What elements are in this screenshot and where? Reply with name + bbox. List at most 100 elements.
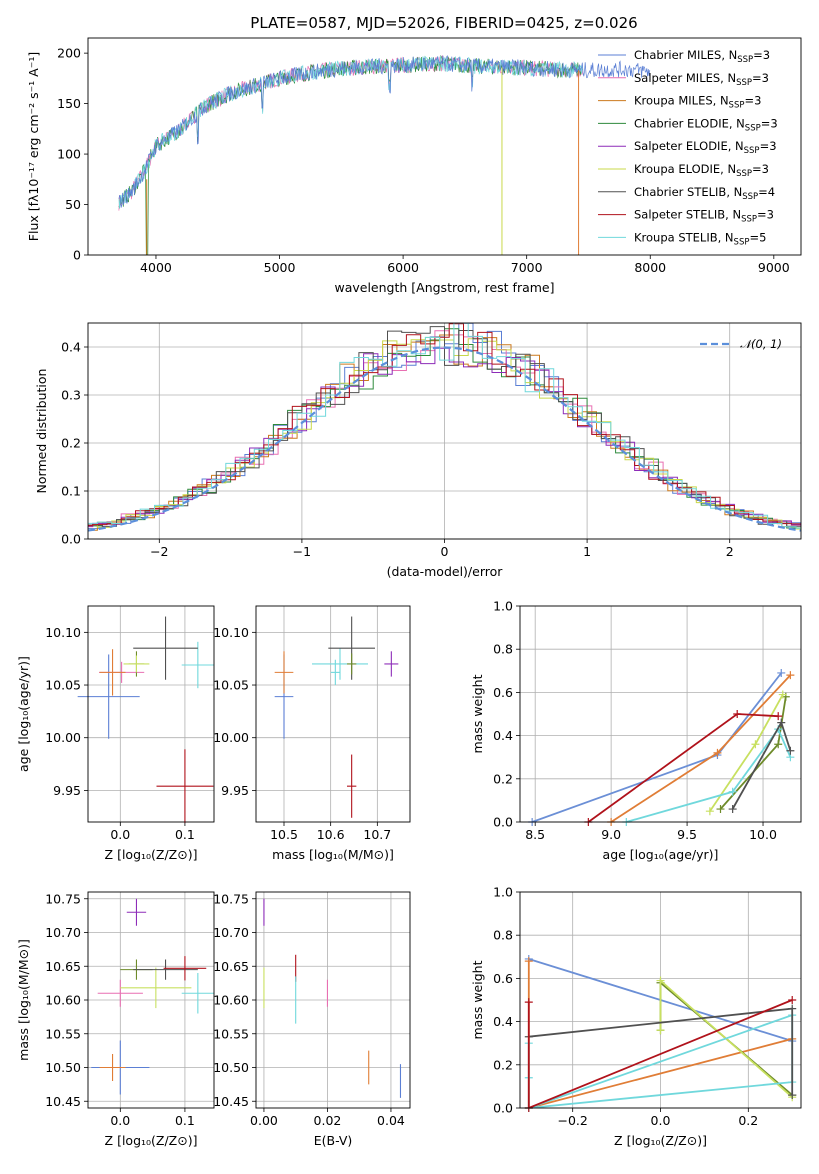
y-tick-label: 0.2 bbox=[493, 771, 513, 786]
x-axis-label: wavelength [Angstrom, rest frame] bbox=[334, 280, 554, 295]
y-tick-label: 10.10 bbox=[213, 625, 249, 640]
x-axis-label: Z [log₁₀(Z/Z⊙)] bbox=[105, 847, 198, 862]
spectrum-line-sm bbox=[118, 55, 583, 211]
y-tick-label: 10.60 bbox=[45, 993, 81, 1008]
legend-entry-normal: 𝒩(0, 1) bbox=[740, 337, 782, 351]
legend-tail: =3 bbox=[757, 208, 774, 222]
x-tick-label: 9.0 bbox=[601, 827, 621, 842]
plot-frame bbox=[87, 605, 215, 823]
legend-text: Chabrier ELODIE, N bbox=[634, 116, 745, 130]
age-vs-metallicity-panel: 0.0 0.1 9.95 10.00 10.05 10.10 Z [log₁₀(Z/Z⊙)]… bbox=[16, 605, 215, 862]
weight-marker bbox=[751, 740, 760, 749]
weight-marker bbox=[786, 671, 795, 680]
spectrum-line-ks bbox=[118, 55, 583, 209]
legend-entry: Salpeter ELODIE, NSSP=3 bbox=[634, 139, 777, 156]
y-tick-label: 0 bbox=[73, 248, 81, 263]
x-tick-label: 0.02 bbox=[314, 1113, 342, 1128]
weight-marker bbox=[713, 748, 722, 757]
legend-sub: SSP bbox=[736, 78, 752, 88]
legend-tail: =3 bbox=[752, 162, 769, 176]
x-tick-label: −0.2 bbox=[558, 1113, 588, 1128]
x-axis-label: age [log₁₀(age/yr)] bbox=[603, 847, 719, 862]
legend-tail: =3 bbox=[761, 116, 778, 130]
x-tick-label: 8.5 bbox=[525, 827, 545, 842]
mass-weight-vs-age-panel: 8.5 9.0 9.5 10.0 0.0 0.2 0.4 0.6 0.8 1.0 age [log₁… bbox=[470, 599, 802, 862]
y-tick-label: 1.0 bbox=[493, 885, 513, 900]
legend-sub: SSP bbox=[745, 123, 761, 133]
plot-frame bbox=[87, 891, 215, 1109]
legend-entry: Chabrier MILES, NSSP=3 bbox=[634, 48, 770, 65]
y-tick-label: 0.2 bbox=[61, 436, 81, 451]
y-tick-label: 0.2 bbox=[493, 1057, 513, 1072]
y-tick-label: 0.4 bbox=[493, 1014, 513, 1029]
x-tick-label: 2 bbox=[726, 544, 734, 559]
y-tick-label: 0.0 bbox=[493, 1101, 513, 1116]
weight-marker bbox=[786, 746, 795, 755]
weight-line-ss bbox=[527, 999, 793, 1108]
weight-marker bbox=[788, 996, 797, 1004]
legend-text: Kroupa STELIB, N bbox=[634, 230, 734, 244]
y-tick-label: 0.0 bbox=[493, 815, 513, 830]
plot-frame bbox=[255, 605, 411, 823]
y-tick-label: 10.65 bbox=[45, 959, 81, 974]
legend-sub: SSP bbox=[744, 146, 760, 156]
histogram-step-se bbox=[88, 347, 801, 527]
y-tick-label: 10.10 bbox=[45, 625, 81, 640]
normal-curve bbox=[88, 346, 801, 532]
legend-text: Salpeter STELIB, N bbox=[634, 208, 741, 222]
legend-tail: =4 bbox=[758, 185, 775, 199]
weight-marker bbox=[778, 690, 787, 699]
x-tick-label: −1 bbox=[293, 544, 311, 559]
legend-tail: =3 bbox=[744, 94, 761, 108]
spectrum-line-cm bbox=[118, 54, 651, 208]
y-tick-label: 10.55 bbox=[45, 1026, 81, 1041]
spectrum-line-ce bbox=[118, 54, 583, 255]
figure-title: PLATE=0587, MJD=52026, FIBERID=0425, z=0… bbox=[250, 14, 637, 32]
y-axis-label: Normed distribution bbox=[34, 369, 49, 494]
y-tick-label: 10.70 bbox=[213, 925, 249, 940]
x-tick-label: 0.00 bbox=[250, 1113, 278, 1128]
weight-line-ks bbox=[626, 727, 792, 822]
legend-entry: Kroupa STELIB, NSSP=5 bbox=[634, 230, 766, 247]
legend-text: Kroupa ELODIE, N bbox=[634, 162, 736, 176]
x-tick-label: 0.0 bbox=[651, 1113, 671, 1128]
legend-entry: Kroupa ELODIE, NSSP=3 bbox=[634, 162, 769, 179]
y-tick-label: 10.05 bbox=[213, 678, 249, 693]
legend-tail: =3 bbox=[752, 71, 769, 85]
x-tick-label: 8000 bbox=[634, 260, 666, 275]
weight-marker bbox=[774, 712, 783, 721]
x-tick-label: 0.0 bbox=[110, 1113, 130, 1128]
y-tick-label: 10.60 bbox=[213, 993, 249, 1008]
plot-frame bbox=[519, 891, 802, 1109]
y-tick-label: 0.3 bbox=[61, 388, 81, 403]
y-tick-label: 50 bbox=[65, 197, 81, 212]
x-axis-label: mass [log₁₀(M/M⊙)] bbox=[272, 847, 394, 862]
y-tick-label: 9.95 bbox=[53, 783, 81, 798]
y-tick-label: 9.95 bbox=[221, 783, 249, 798]
y-tick-label: 0.0 bbox=[61, 532, 81, 547]
x-tick-label: 9.5 bbox=[677, 827, 697, 842]
legend-text: Chabrier MILES, N bbox=[634, 48, 737, 62]
y-tick-label: 10.50 bbox=[45, 1060, 81, 1075]
y-tick-label: 0.6 bbox=[493, 971, 513, 986]
y-tick-label: 10.75 bbox=[213, 891, 249, 906]
y-tick-label: 0.4 bbox=[493, 728, 513, 743]
legend-sub: SSP bbox=[734, 237, 750, 247]
x-tick-label: −2 bbox=[150, 544, 168, 559]
x-tick-label: 6000 bbox=[387, 260, 419, 275]
y-tick-label: 10.00 bbox=[213, 730, 249, 745]
legend-sub: SSP bbox=[736, 169, 752, 179]
y-tick-label: 10.45 bbox=[45, 1094, 81, 1109]
legend-text: Salpeter MILES, N bbox=[634, 71, 736, 85]
weight-marker bbox=[774, 740, 783, 749]
x-tick-label: 7000 bbox=[511, 260, 543, 275]
mass-weight-vs-metallicity-panel: −0.2 0.0 0.2 0.0 0.2 0.4 0.6 0.8 1.0 Z [log₁₀(Z/Z… bbox=[470, 885, 802, 1148]
weight-marker bbox=[733, 710, 742, 718]
histogram-step-ss bbox=[88, 323, 801, 527]
y-tick-label: 0.4 bbox=[61, 340, 81, 355]
x-tick-label: 0.04 bbox=[377, 1113, 405, 1128]
weight-marker bbox=[524, 998, 533, 1007]
histogram-step-ks bbox=[88, 323, 801, 529]
y-tick-label: 0.6 bbox=[493, 685, 513, 700]
